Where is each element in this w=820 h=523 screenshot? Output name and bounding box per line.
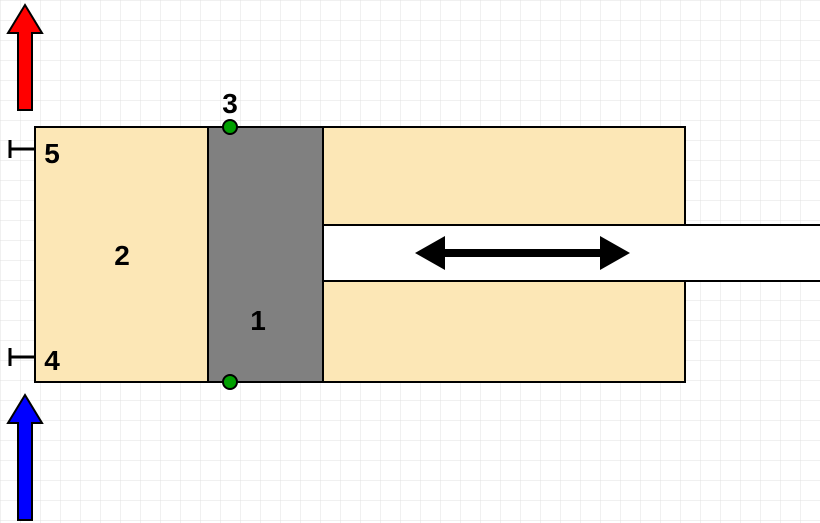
label-2: 2: [114, 240, 130, 271]
gland-seal-2: [223, 375, 237, 389]
label-1: 1: [250, 305, 266, 336]
gland-seal-1: [223, 120, 237, 134]
label-3: 3: [222, 88, 238, 119]
piston: [208, 127, 323, 382]
label-5: 5: [44, 138, 60, 169]
label-4: 4: [44, 345, 60, 376]
